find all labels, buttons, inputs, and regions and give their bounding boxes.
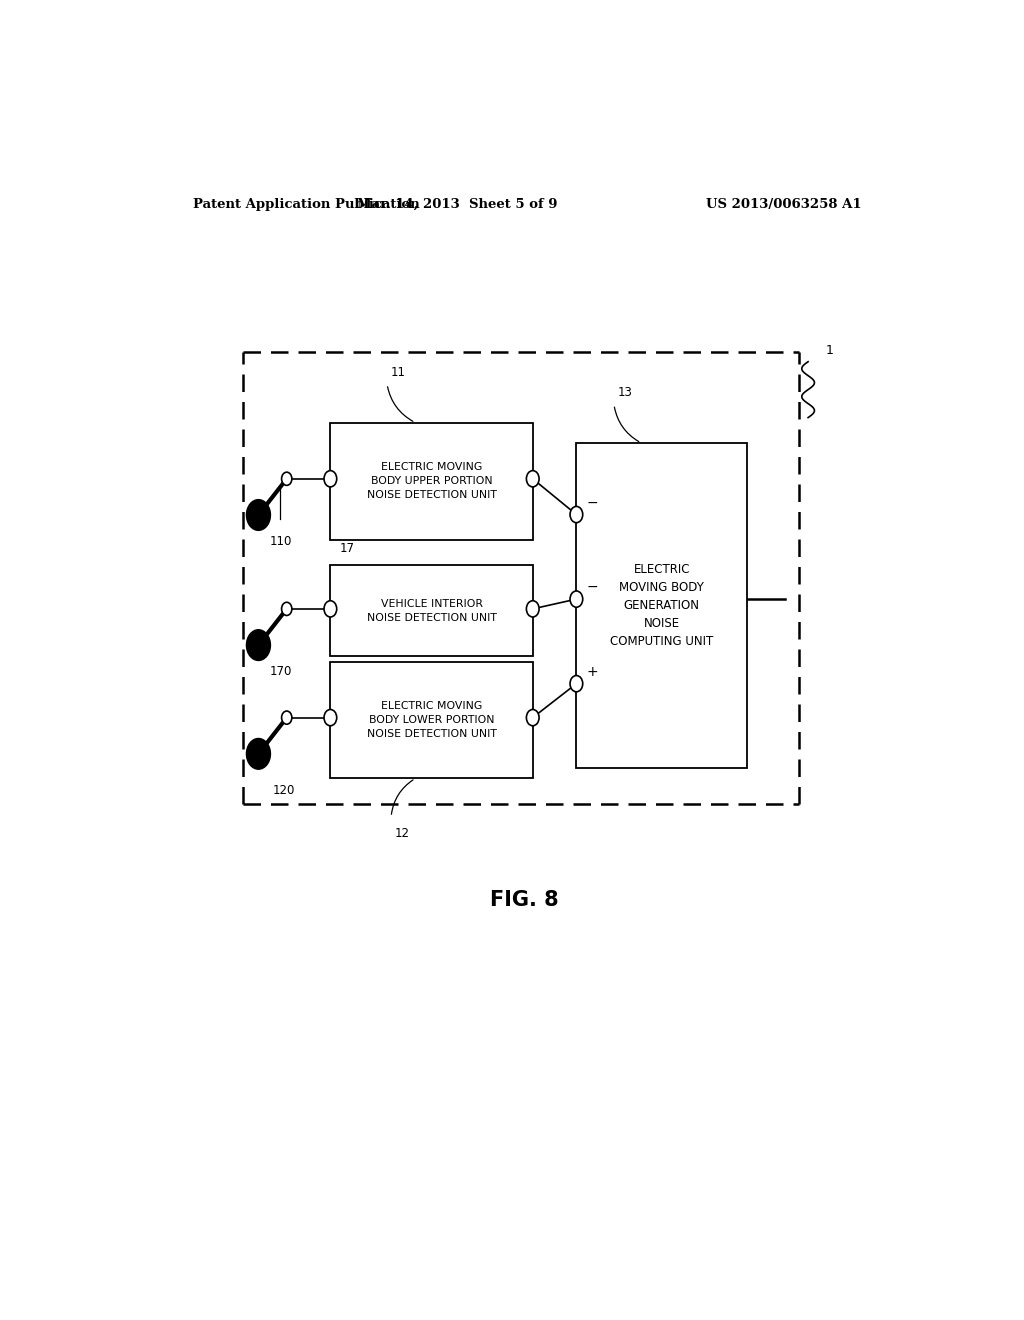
Bar <box>331 565 532 656</box>
Text: Mar. 14, 2013  Sheet 5 of 9: Mar. 14, 2013 Sheet 5 of 9 <box>357 198 558 211</box>
Text: 120: 120 <box>272 784 295 797</box>
Text: −: − <box>587 579 598 594</box>
Circle shape <box>247 500 270 531</box>
Circle shape <box>526 471 539 487</box>
Circle shape <box>324 471 337 487</box>
Circle shape <box>324 709 337 726</box>
Circle shape <box>282 711 292 725</box>
Circle shape <box>570 676 583 692</box>
Circle shape <box>247 738 270 770</box>
Text: +: + <box>587 664 598 678</box>
Circle shape <box>526 601 539 616</box>
Circle shape <box>247 630 270 660</box>
Text: 1: 1 <box>825 343 834 356</box>
Circle shape <box>282 473 292 486</box>
Text: 110: 110 <box>269 535 292 548</box>
Text: ELECTRIC
MOVING BODY
GENERATION
NOISE
COMPUTING UNIT: ELECTRIC MOVING BODY GENERATION NOISE CO… <box>610 564 714 648</box>
Text: 17: 17 <box>340 541 355 554</box>
Text: 12: 12 <box>395 828 410 841</box>
Bar <box>577 444 748 768</box>
Circle shape <box>324 601 337 616</box>
Circle shape <box>526 709 539 726</box>
Text: US 2013/0063258 A1: US 2013/0063258 A1 <box>707 198 862 211</box>
Text: 11: 11 <box>391 366 406 379</box>
Circle shape <box>570 591 583 607</box>
Circle shape <box>570 507 583 523</box>
Bar <box>331 422 532 540</box>
Circle shape <box>282 602 292 615</box>
Text: FIG. 8: FIG. 8 <box>490 891 559 911</box>
Text: VEHICLE INTERIOR
NOISE DETECTION UNIT: VEHICLE INTERIOR NOISE DETECTION UNIT <box>367 599 497 623</box>
Text: −: − <box>587 495 598 510</box>
Text: ELECTRIC MOVING
BODY LOWER PORTION
NOISE DETECTION UNIT: ELECTRIC MOVING BODY LOWER PORTION NOISE… <box>367 701 497 739</box>
Text: ELECTRIC MOVING
BODY UPPER PORTION
NOISE DETECTION UNIT: ELECTRIC MOVING BODY UPPER PORTION NOISE… <box>367 462 497 500</box>
Text: 170: 170 <box>269 665 292 677</box>
Text: 13: 13 <box>617 387 633 399</box>
Text: Patent Application Publication: Patent Application Publication <box>194 198 420 211</box>
Bar <box>331 661 532 779</box>
